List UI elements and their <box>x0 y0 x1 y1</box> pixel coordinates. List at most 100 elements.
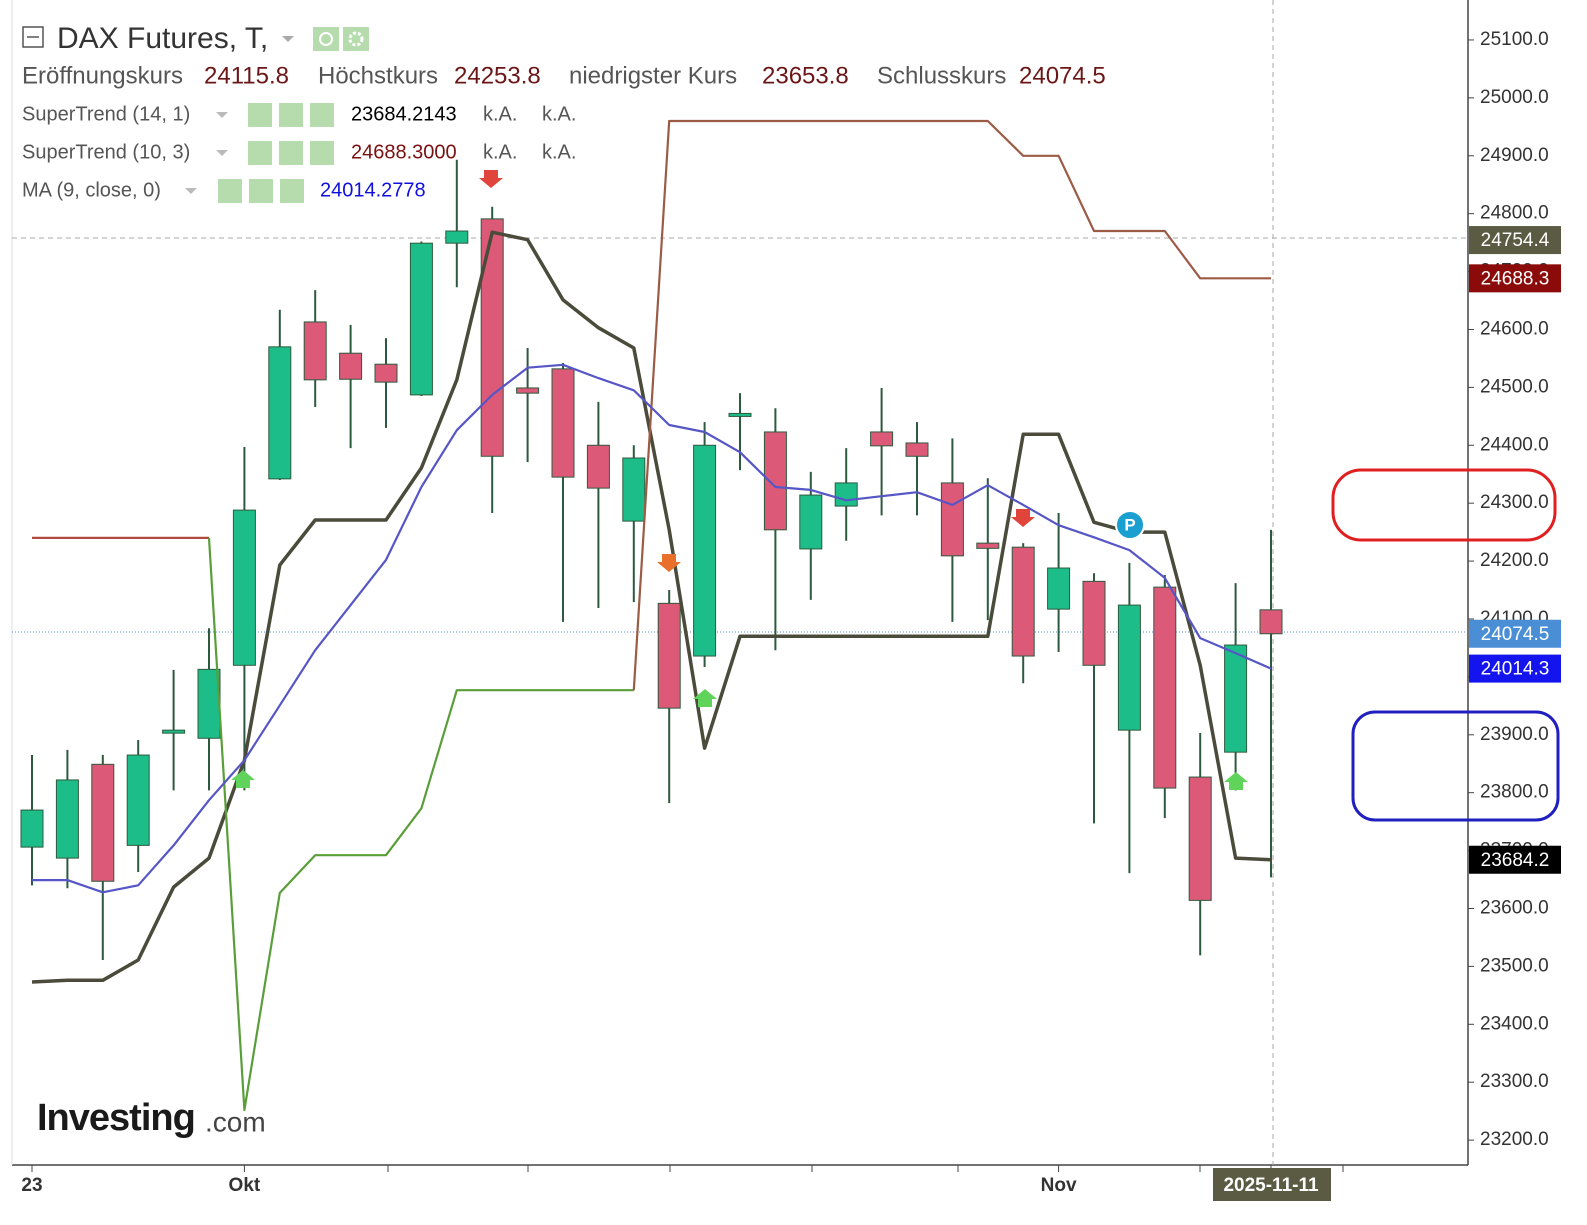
y-tick-label: 24800.0 <box>1480 203 1549 224</box>
candle-body <box>1011 546 1035 657</box>
y-tick-label: 24300.0 <box>1480 492 1549 513</box>
y-tick-label: 23200.0 <box>1480 1129 1549 1150</box>
visibility-icon[interactable] <box>248 103 272 127</box>
settings-icon-glyph <box>348 31 364 47</box>
visibility-icon-glyph <box>319 32 333 46</box>
buy-arrow <box>1224 772 1248 790</box>
indicator-name: SuperTrend (10, 3) <box>22 141 190 163</box>
candle-body <box>1082 580 1106 666</box>
axes-layer: 23200.023300.023400.023500.023600.023700… <box>11 0 1549 1201</box>
pivot-marker-label: P <box>1124 515 1135 534</box>
indicator-line <box>207 537 634 1112</box>
candle-body <box>480 218 504 457</box>
buy-arrow <box>231 770 255 788</box>
remove-icon[interactable] <box>280 179 304 203</box>
y-tick-label: 23800.0 <box>1480 782 1549 803</box>
y-tick-label: 24200.0 <box>1480 550 1549 571</box>
price-tag-label: 23684.2 <box>1481 850 1550 871</box>
candle-body <box>940 482 964 557</box>
candle-body <box>622 457 646 522</box>
candle-body <box>1153 586 1177 789</box>
ohlc-label: Schlusskurs <box>877 62 1006 89</box>
price-tag <box>1469 226 1561 255</box>
candle-body <box>1117 604 1141 731</box>
candle-body <box>1224 644 1248 753</box>
indicator-status: k.A. <box>542 141 576 163</box>
indicator-status: k.A. <box>542 103 576 125</box>
indicator-status: k.A. <box>483 103 517 125</box>
x-tick-label: Okt <box>229 1175 261 1196</box>
settings-icon[interactable] <box>279 103 303 127</box>
price-tags: 24754.4 24688.3 24074.5 24014.3 23684.2 <box>1469 226 1561 874</box>
candle-body <box>339 352 363 380</box>
candle-body <box>445 230 469 244</box>
y-tick-label: 25100.0 <box>1480 29 1549 50</box>
ohlc-value: 24115.8 <box>204 62 289 89</box>
y-tick-label: 23400.0 <box>1480 1013 1549 1034</box>
candle-body <box>657 602 681 709</box>
sell-arrow <box>657 554 681 572</box>
plot-layer <box>20 119 1283 1112</box>
ohlc-label: Höchstkurs <box>318 62 438 89</box>
remove-icon[interactable] <box>310 141 334 165</box>
settings-icon[interactable] <box>279 141 303 165</box>
pivot-marker[interactable] <box>1115 510 1145 540</box>
indicator-line <box>32 363 1272 894</box>
dropdown-icon[interactable] <box>185 188 197 194</box>
candle-body <box>870 431 894 447</box>
indicator-line <box>632 119 1271 691</box>
candle-body <box>374 363 398 383</box>
candle-body <box>976 542 1000 549</box>
settings-icon[interactable] <box>343 27 369 51</box>
watermark-brand: Investing <box>37 1097 195 1139</box>
dropdown-icon[interactable] <box>216 150 228 156</box>
indicator-icons <box>185 103 334 203</box>
dropdown-icon[interactable] <box>282 36 294 42</box>
candle-body <box>232 509 256 666</box>
candle-body <box>303 321 327 381</box>
candle-body <box>586 444 610 489</box>
settings-icon[interactable] <box>249 179 273 203</box>
x-tick-label: 23 <box>21 1175 42 1196</box>
price-tag-label: 24754.4 <box>1481 230 1550 251</box>
candle-body <box>20 809 44 848</box>
candle-body <box>799 494 823 550</box>
y-tick-label: 25000.0 <box>1480 87 1549 108</box>
candle-body <box>693 444 717 657</box>
ohlc-label: Eröffnungskurs <box>22 62 183 89</box>
candle-body <box>1188 776 1212 901</box>
legend-title: DAX Futures, T, <box>57 22 268 55</box>
indicator-value: 24014.2778 <box>320 179 426 201</box>
price-tag <box>1469 264 1561 293</box>
visibility-icon[interactable] <box>313 27 339 51</box>
ohlc-label: niedrigster Kurs <box>569 62 737 89</box>
remove-icon[interactable] <box>310 103 334 127</box>
indicator-status: k.A. <box>483 141 517 163</box>
candle-body <box>551 368 575 478</box>
price-tag <box>1469 845 1561 874</box>
indicator-value: 24688.3000 <box>351 141 457 163</box>
candle-body <box>763 431 787 531</box>
y-tick-label: 23600.0 <box>1480 898 1549 919</box>
indicator-name: MA (9, close, 0) <box>22 179 161 201</box>
ohlc-value: 24074.5 <box>1019 62 1106 89</box>
candle-body <box>126 754 150 846</box>
sell-arrow <box>1011 509 1035 527</box>
collapse-icon[interactable] <box>22 26 44 48</box>
legend: DAX Futures, T, Eröffnungskurs 24115.8 H… <box>22 22 1106 203</box>
dropdown-icon[interactable] <box>216 112 228 118</box>
price-tag-label: 24074.5 <box>1481 624 1550 645</box>
visibility-icon[interactable] <box>218 179 242 203</box>
candle-body <box>268 346 292 480</box>
ohlc-value: 24253.8 <box>454 62 541 89</box>
price-tag-label: 24688.3 <box>1481 268 1550 289</box>
candle-body <box>1259 609 1283 635</box>
x-tick-label: 2025-11-11 <box>1223 1175 1319 1196</box>
signal-icons: P <box>231 170 1560 822</box>
candle-body <box>834 482 858 507</box>
y-tick-label: 23900.0 <box>1480 724 1549 745</box>
y-tick-label: 24400.0 <box>1480 434 1549 455</box>
y-tick-label: 24500.0 <box>1480 376 1549 397</box>
visibility-icon[interactable] <box>248 141 272 165</box>
